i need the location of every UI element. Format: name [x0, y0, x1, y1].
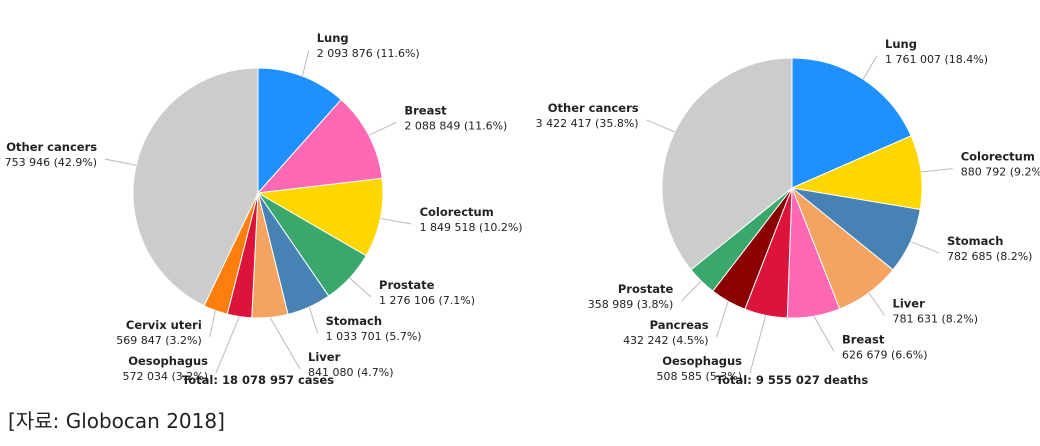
- slice-value-label: 2 093 876 (11.6%): [317, 47, 420, 60]
- slice-value-label: 432 242 (4.5%): [623, 334, 709, 347]
- total-label: Total: 18 078 957 cases: [182, 373, 334, 387]
- leader-line: [380, 217, 412, 225]
- leader-line: [368, 121, 397, 136]
- slice-value-label: 626 679 (6.6%): [842, 348, 928, 361]
- leader-line: [749, 315, 767, 374]
- slice-value-label: 569 847 (3.2%): [116, 334, 202, 347]
- leader-line: [862, 55, 878, 80]
- leader-line: [813, 315, 835, 352]
- pie-slice: [256, 177, 384, 257]
- leader-line: [269, 317, 301, 370]
- pie-slice: [661, 57, 793, 271]
- source: [자료: Globocan 2018]: [8, 409, 225, 433]
- slice-label: Colorectum: [420, 205, 494, 219]
- slice-label: Liver: [893, 296, 926, 310]
- slice-label: Colorectum: [961, 150, 1035, 164]
- slice-label: Other cancers: [548, 101, 639, 115]
- slice-value-label: 2 088 849 (11.6%): [404, 119, 507, 132]
- leader-line: [301, 49, 310, 77]
- slice-label: Lung: [317, 31, 349, 45]
- leader-line: [680, 280, 702, 302]
- slice-value-label: 3 422 417 (35.8%): [536, 117, 639, 130]
- slice-value-label: 508 585 (5.3%): [656, 370, 742, 383]
- total-label: Total: 9 555 027 deaths: [716, 373, 869, 387]
- leader-line: [209, 310, 216, 337]
- leader-line: [920, 168, 953, 173]
- slice-value-label: 1 276 106 (7.1%): [379, 294, 475, 307]
- pie-slice: [791, 57, 912, 189]
- slice-value-label: 358 989 (3.8%): [588, 298, 674, 311]
- leader-line: [349, 277, 372, 298]
- slice-value-label: 880 792 (9.2%): [961, 166, 1040, 179]
- slice-value-label: 781 631 (8.2%): [893, 312, 979, 325]
- slice-value-label: 1 761 007 (18.4%): [885, 53, 988, 66]
- slice-label: Liver: [308, 350, 341, 364]
- slice-value-label: 1 849 518 (10.2%): [420, 221, 523, 234]
- leader-line: [215, 316, 240, 374]
- leader-line: [646, 119, 675, 133]
- slice-label: Breast: [842, 332, 885, 346]
- slice-label: Oesophagus: [662, 354, 742, 368]
- slice-value-label: 841 080 (4.7%): [308, 366, 394, 379]
- slice-label: Breast: [404, 103, 447, 117]
- slice-label: Oesophagus: [128, 354, 208, 368]
- leader-line: [716, 301, 729, 338]
- leader-line: [105, 158, 137, 166]
- slice-value-label: 1 033 701 (5.7%): [326, 330, 422, 343]
- slice-label: Stomach: [947, 234, 1003, 248]
- slice-value-label: 782 685 (8.2%): [947, 250, 1033, 263]
- slice-label: Other cancers: [6, 140, 97, 154]
- slice-label: Prostate: [618, 282, 674, 296]
- leader-line: [910, 240, 940, 254]
- slice-label: Stomach: [326, 314, 382, 328]
- slice-label: Lung: [885, 37, 917, 51]
- pie-slice: [132, 67, 259, 307]
- slice-value-label: 572 034 (3.2%): [122, 370, 208, 383]
- leader-line: [308, 306, 319, 334]
- leader-line: [868, 292, 885, 316]
- slice-label: Prostate: [379, 278, 435, 292]
- slice-label: Cervix uteri: [126, 318, 202, 332]
- slice-label: Pancreas: [650, 318, 709, 332]
- slice-value-label: 7 753 946 (42.9%): [0, 156, 97, 169]
